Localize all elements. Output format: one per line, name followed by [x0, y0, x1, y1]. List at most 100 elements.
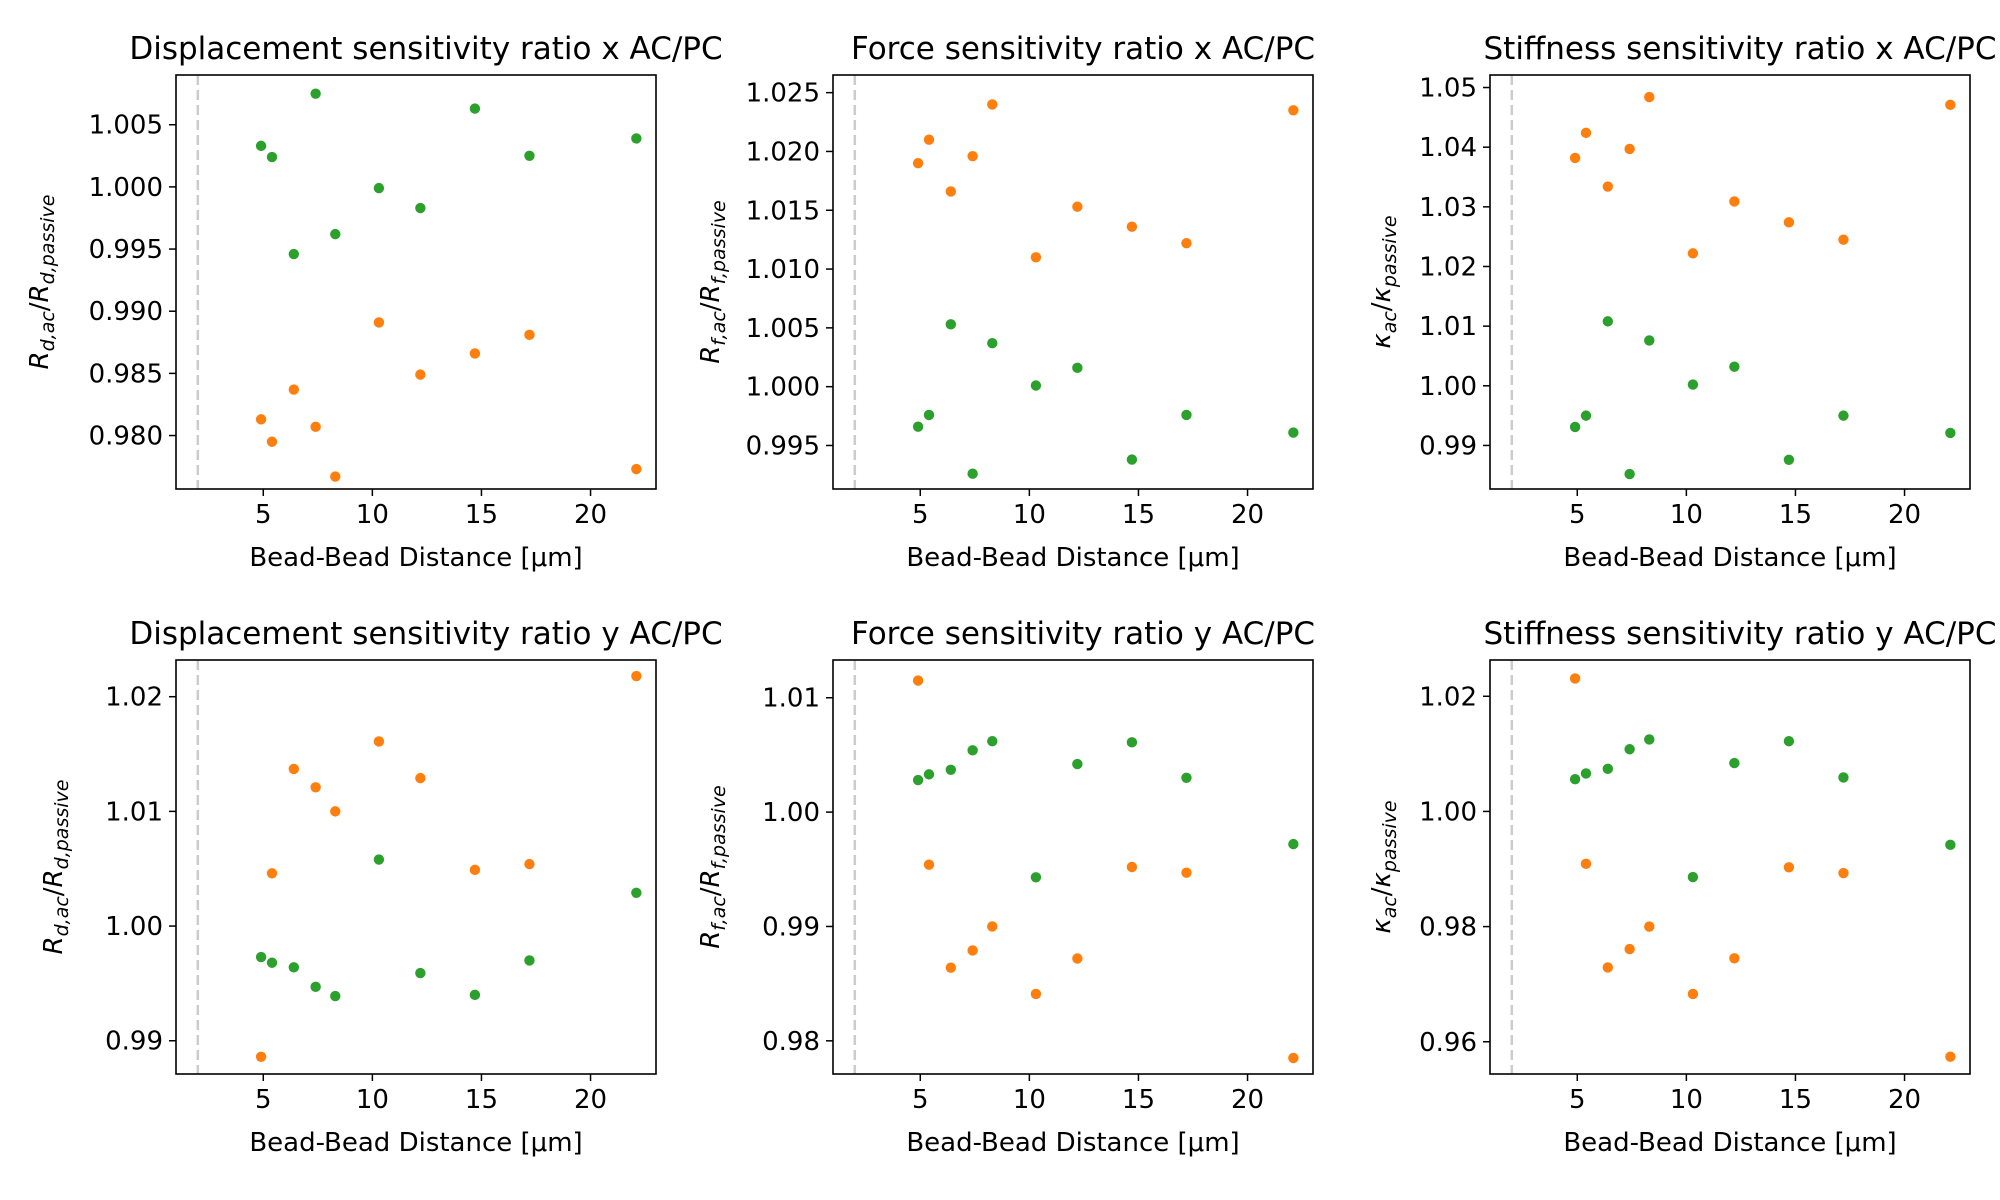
- panel-1-title: Displacement sensitivity ratio x AC/PC: [129, 31, 722, 67]
- panel-2-point-green: [923, 409, 935, 421]
- panel-5-point-orange: [912, 675, 924, 686]
- panel-4-ytick-label: 1.00: [105, 912, 163, 942]
- panel-2-point-orange: [1126, 221, 1138, 232]
- panel-5-point-orange: [967, 945, 978, 956]
- panel-3-xtick-label: 15: [1779, 500, 1812, 530]
- panel-2-ytick-label: 1.020: [746, 137, 820, 167]
- panel-5-point-orange: [1288, 1052, 1299, 1064]
- panel-5-ytick-label: 1.01: [762, 684, 820, 714]
- panel-3-point-green: [1783, 454, 1795, 465]
- panel-1-y-axis-label: Rd,ac/Rd,passive: [25, 195, 59, 370]
- panel-3-ytick-label: 1.05: [1419, 74, 1477, 104]
- panel-1-point-orange: [330, 471, 341, 482]
- panel-6-point-green: [1945, 839, 1956, 851]
- panel-1-point-orange: [524, 329, 535, 341]
- panel-3-point-green: [1687, 379, 1699, 390]
- panel-5-x-axis-label: Bead-Bead Distance [μm]: [906, 1128, 1239, 1158]
- panel-2-xtick-label: 15: [1122, 500, 1155, 530]
- panel-4-ytick-label: 1.01: [105, 797, 163, 827]
- panel-2-point-green: [1030, 380, 1042, 391]
- panel-1-xtick-label: 15: [465, 500, 498, 530]
- panel-4-point-orange: [415, 772, 426, 784]
- panel-3-point-orange: [1945, 99, 1956, 111]
- panel-3-point-orange: [1687, 248, 1699, 259]
- panel-3-x-axis-label: Bead-Bead Distance [μm]: [1563, 543, 1896, 573]
- panel-5-point-orange: [923, 859, 935, 870]
- panel-1-ytick-label: 0.990: [89, 297, 163, 327]
- panel-6-xtick-label: 5: [1569, 1085, 1586, 1115]
- panel-6-point-orange: [1602, 962, 1614, 973]
- panel-3-point-green: [1624, 468, 1635, 480]
- panel-1-ytick-label: 0.985: [89, 359, 163, 389]
- panel-3-point-orange: [1624, 143, 1635, 155]
- panel-2-title: Force sensitivity ratio x AC/PC: [851, 31, 1315, 67]
- panel-2-point-orange: [1030, 252, 1042, 263]
- panel-5-xtick-label: 10: [1013, 1085, 1046, 1115]
- panel-3-point-orange: [1729, 196, 1740, 207]
- panel-1-xtick-label: 10: [356, 500, 389, 530]
- panel-1-ytick-label: 0.995: [89, 235, 163, 265]
- panel-2-axes-frame: [832, 74, 1314, 490]
- panel-6-x-axis-label: Bead-Bead Distance [μm]: [1563, 1128, 1896, 1158]
- panel-6-ytick-label: 1.00: [1419, 797, 1477, 827]
- panel-5-ytick-label: 0.98: [762, 1027, 820, 1057]
- panel-4-y-axis-label: Rd,ac/Rd,passive: [39, 780, 73, 955]
- panel-5-ytick-label: 0.99: [762, 912, 820, 942]
- panel-6-point-orange: [1945, 1051, 1956, 1062]
- panel-4-xtick-label: 10: [356, 1085, 389, 1115]
- panel-2-x-axis-label: Bead-Bead Distance [μm]: [906, 543, 1239, 573]
- panel-4-ytick-label: 0.99: [105, 1027, 163, 1057]
- panel-4-point-orange: [469, 864, 481, 876]
- panel-3-ytick-label: 1.02: [1419, 252, 1477, 282]
- panel-6-ytick-label: 1.02: [1419, 682, 1477, 712]
- panel-6-point-orange: [1569, 673, 1581, 684]
- panel-6-point-green: [1624, 744, 1635, 755]
- panel-5-point-orange: [945, 962, 957, 973]
- panel-1-point-green: [631, 133, 642, 144]
- panel-3-point-green: [1569, 421, 1581, 433]
- panel-6-point-green: [1602, 763, 1614, 775]
- panel-2-point-green: [1072, 362, 1083, 374]
- panel-6-point-orange: [1729, 953, 1740, 964]
- panel-6-point-green: [1838, 772, 1849, 783]
- panel-3-xtick-label: 20: [1888, 500, 1921, 530]
- panel-4-point-green: [469, 989, 481, 1001]
- panel-5-y-axis-label: Rf,ac/Rf,passive: [696, 785, 730, 949]
- panel-3-point-green: [1580, 410, 1592, 421]
- panel-1-x-axis-label: Bead-Bead Distance [μm]: [249, 543, 582, 573]
- panel-3-xtick-label: 10: [1670, 500, 1703, 530]
- panel-4-ytick-label: 1.02: [105, 683, 163, 713]
- panel-4-point-green: [255, 951, 267, 963]
- panel-1-point-orange: [310, 421, 321, 433]
- panel-4-point-orange: [266, 868, 278, 879]
- panel-4-point-green: [373, 854, 385, 865]
- panel-1-point-green: [469, 103, 481, 114]
- panel-5-point-green: [1181, 772, 1192, 783]
- panel-2-ytick-label: 1.000: [746, 373, 820, 403]
- panel-5-point-orange: [987, 921, 998, 932]
- panel-2-point-green: [1288, 427, 1299, 438]
- panel-4-point-orange: [524, 858, 535, 870]
- panel-2-point-green: [912, 421, 924, 432]
- panel-1-ytick-label: 1.000: [89, 173, 163, 203]
- panel-1-ytick-label: 0.980: [89, 422, 163, 452]
- panel-3-ytick-label: 1.03: [1419, 193, 1477, 223]
- panel-4-point-green: [631, 887, 642, 899]
- panel-5-point-orange: [1030, 988, 1042, 1000]
- panel-4-point-orange: [330, 806, 341, 817]
- panel-5-point-green: [923, 769, 935, 780]
- panel-2-y-axis-label: Rf,ac/Rf,passive: [696, 200, 730, 364]
- panel-1-point-green: [310, 88, 321, 99]
- panel-5-point-green: [1030, 872, 1042, 883]
- panel-4-point-green: [310, 981, 321, 993]
- panel-5-point-green: [967, 745, 978, 756]
- panel-2: Force sensitivity ratio x AC/PC 5 10 15 20 0.…: [696, 31, 1315, 573]
- panel-4-point-orange: [631, 670, 642, 682]
- panel-1-xtick-label: 20: [574, 500, 607, 530]
- panel-5-point-green: [987, 735, 998, 747]
- panel-6-xtick-label: 10: [1670, 1085, 1703, 1115]
- panel-3-ytick-label: 1.04: [1419, 133, 1477, 163]
- panel-2-point-orange: [1181, 237, 1192, 249]
- panel-1-point-green: [373, 182, 385, 194]
- panel-6-ytick-label: 0.96: [1419, 1028, 1477, 1058]
